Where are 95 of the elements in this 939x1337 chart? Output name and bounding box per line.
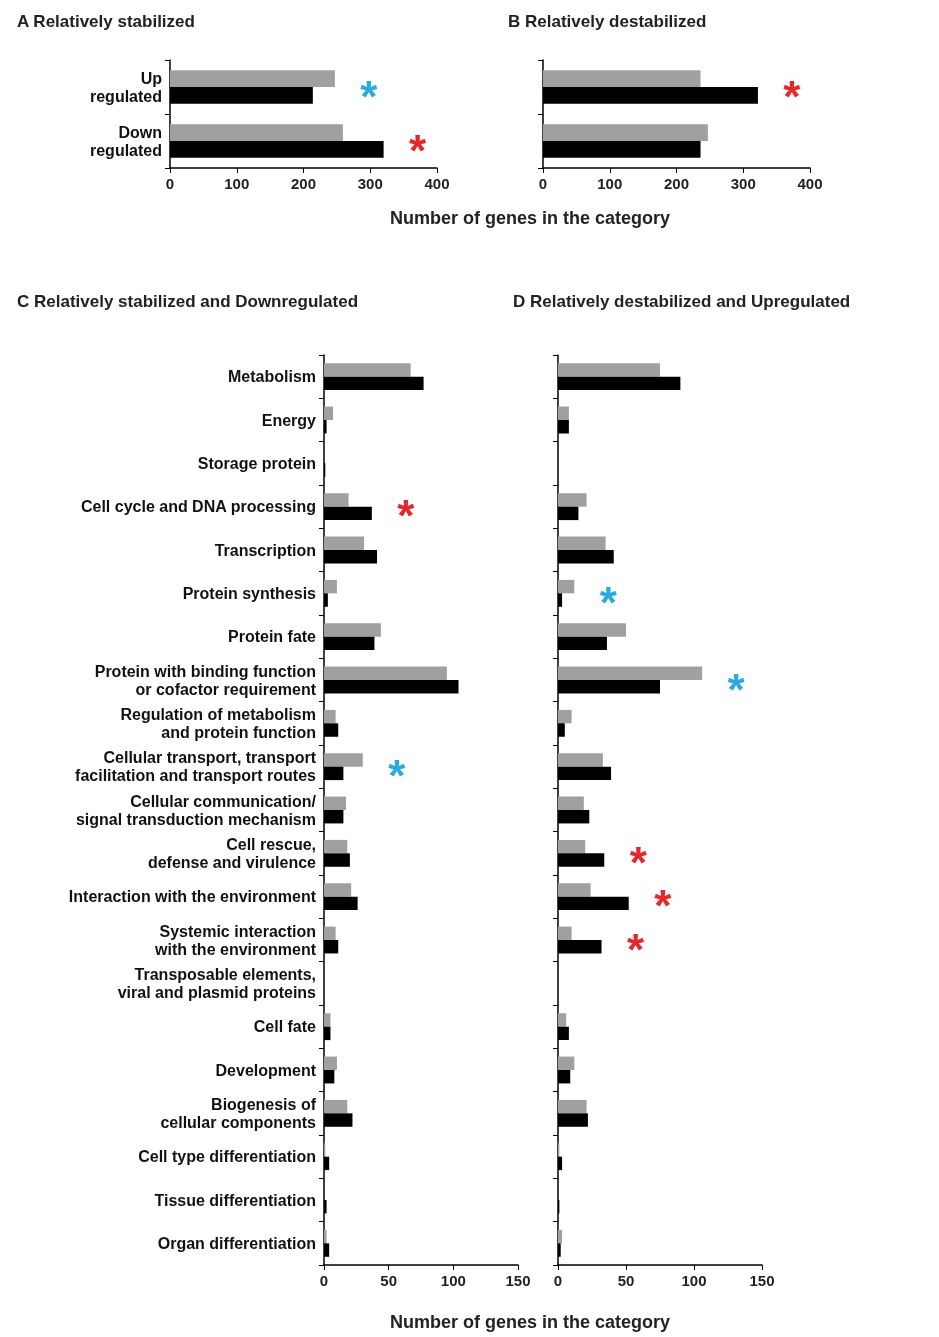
- bar: [324, 493, 349, 507]
- bar: [558, 1013, 567, 1027]
- annotation: *: [409, 125, 428, 175]
- x-tick-label: 0: [319, 1272, 329, 1289]
- bar: [558, 406, 569, 420]
- y-tick-label: Transcription: [214, 541, 316, 559]
- bar: [558, 709, 572, 724]
- bar: [324, 666, 447, 680]
- y-tick-label: Protein with binding function or cofactor requirement: [94, 662, 317, 698]
- annotation: *: [397, 491, 416, 541]
- x-axis-title: Number of genes in the category: [388, 208, 672, 229]
- y-tick-label: Protein fate: [227, 628, 317, 646]
- x-tick-label: 0: [165, 175, 175, 192]
- annotation: *: [626, 924, 645, 974]
- bar: [558, 753, 603, 767]
- annotation: *: [629, 837, 648, 887]
- y-tick-label: Development: [215, 1061, 317, 1079]
- annotation: *: [727, 664, 746, 714]
- bar: [170, 70, 335, 87]
- x-tick-label: 100: [597, 175, 623, 192]
- y-tick-label: Energy: [261, 411, 317, 429]
- bar: [324, 796, 346, 810]
- y-tick-label: Tissue differentiation: [154, 1191, 316, 1209]
- y-tick-label: Cellular communication/ signal transduction mechanism: [75, 792, 317, 828]
- x-tick-label: 150: [749, 1272, 775, 1289]
- bar: [558, 493, 587, 507]
- bar: [558, 666, 703, 680]
- bar: [558, 1229, 563, 1244]
- annotation: *: [599, 577, 618, 627]
- x-tick-label: 400: [424, 175, 450, 192]
- x-tick-label: 100: [224, 175, 250, 192]
- annotation: *: [388, 751, 407, 801]
- bar: [558, 1099, 587, 1114]
- bar: [324, 623, 381, 637]
- x-tick-label: 0: [553, 1272, 563, 1289]
- y-tick-label: Protein synthesis: [182, 584, 317, 602]
- x-tick-label: 50: [617, 1272, 635, 1289]
- bar: [324, 363, 411, 377]
- annotation: *: [783, 71, 802, 121]
- bar: [543, 124, 708, 141]
- y-tick-label: Regulation of metabolism and protein function: [120, 705, 316, 741]
- bar: [324, 406, 334, 420]
- bar: [324, 753, 363, 767]
- y-tick-label: Cell type differentiation: [138, 1148, 316, 1166]
- bar: [558, 926, 572, 940]
- bar: [558, 536, 606, 550]
- x-tick-label: 50: [380, 1272, 398, 1289]
- chart-title: B Relatively destabilized: [508, 12, 707, 31]
- x-tick-label: 200: [290, 175, 317, 192]
- x-axis-title: Number of genes in the category: [388, 1312, 672, 1333]
- y-tick-label: Organ differentiation: [157, 1234, 316, 1252]
- x-tick-label: 200: [663, 175, 690, 192]
- bar: [558, 839, 586, 854]
- bar: [324, 536, 365, 550]
- bar: [324, 1099, 348, 1114]
- bar: [558, 796, 584, 810]
- y-tick-label: Storage protein: [197, 454, 316, 472]
- bar: [543, 70, 701, 87]
- bar: [558, 363, 660, 377]
- bar: [170, 124, 343, 141]
- bar: [558, 579, 575, 594]
- y-tick-label: Biogenesis of cellular components: [160, 1095, 317, 1131]
- x-tick-label: 400: [797, 175, 823, 192]
- annotation: *: [654, 881, 673, 931]
- bar: [324, 1229, 327, 1244]
- text: C Relatively stabilized and Downregulated: [17, 292, 359, 311]
- y-tick-label: Up regulated: [89, 69, 163, 105]
- bar: [324, 1056, 337, 1070]
- y-tick-label: Cell rescue, defense and virulence: [147, 835, 317, 871]
- chart-title: A Relatively stabilized: [17, 12, 195, 31]
- bar: [324, 579, 337, 594]
- annotation: *: [360, 71, 379, 121]
- bar: [324, 1013, 331, 1027]
- y-tick-label: Interaction with the environment: [68, 888, 317, 906]
- bar: [558, 623, 626, 637]
- bar: [324, 709, 336, 724]
- bar: [324, 883, 352, 897]
- chart-title: D Relatively destabilized and Upregulated: [513, 292, 851, 311]
- y-tick-label: Systemic interaction with the environment: [154, 922, 317, 958]
- y-tick-label: Cell cycle and DNA processing: [80, 498, 316, 516]
- x-tick-label: 150: [505, 1272, 531, 1289]
- bar: [558, 883, 591, 897]
- y-tick-label: Down regulated: [89, 123, 162, 159]
- y-tick-label: Cell fate: [253, 1018, 317, 1036]
- bar: [558, 1056, 575, 1070]
- y-tick-label: Metabolism: [227, 368, 316, 386]
- x-tick-label: 100: [440, 1272, 466, 1289]
- bar: [324, 839, 348, 854]
- y-tick-label: Cellular transport, transport facilitation and transport routes: [75, 749, 317, 785]
- x-tick-label: 300: [357, 175, 383, 192]
- bar: [324, 926, 336, 940]
- x-tick-label: 300: [730, 175, 756, 192]
- y-tick-label: Transposable elements, viral and plasmid proteins: [117, 965, 317, 1001]
- x-tick-label: 100: [681, 1272, 707, 1289]
- x-tick-label: 0: [538, 175, 548, 192]
